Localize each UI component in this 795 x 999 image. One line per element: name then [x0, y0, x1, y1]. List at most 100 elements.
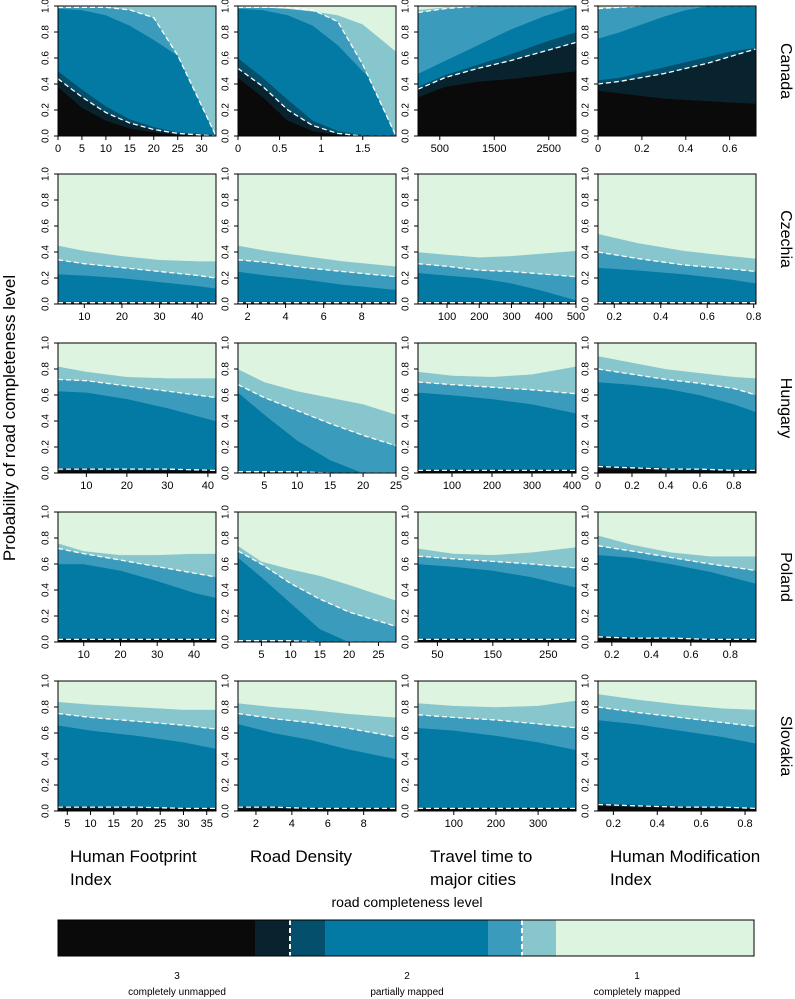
x-tick-label: 15: [124, 143, 136, 155]
y-tick-label: 0.4: [221, 752, 232, 766]
y-tick-label: 0.6: [221, 388, 232, 402]
x-tick-label: 400: [535, 311, 553, 323]
x-axis-slovakia-road-density: 2 4 6 8: [253, 811, 367, 830]
y-tick-label: 0.2: [401, 271, 412, 285]
x-tick-label: 20: [114, 649, 126, 661]
row-label-poland: Poland: [777, 552, 794, 602]
y-tick-label: 0.4: [581, 77, 592, 91]
column-title-line: Index: [610, 870, 652, 889]
y-tick-label: 0.8: [41, 531, 52, 545]
y-tick-label: 0.8: [41, 700, 52, 714]
panel-frame-canada-human-footprint-index: [57, 5, 217, 137]
y-tick-label: 1.0: [581, 505, 592, 519]
y-axis-slovakia-road-density: 0.0 0.2 0.4 0.6 0.8 1.0: [221, 674, 238, 818]
y-tick-label: 0.8: [221, 25, 232, 39]
y-axis-canada-human-modification-index: 0.0 0.2 0.4 0.6 0.8 1.0: [581, 0, 598, 143]
y-tick-label: 0.4: [581, 583, 592, 597]
y-tick-label: 1.0: [401, 336, 412, 350]
cumulative-dashed-line-canada-road-density: [238, 6, 396, 136]
cumulative-dashed-line-slovakia-human-footprint-index: [58, 806, 216, 810]
bands-slovakia-human-modification-index: [598, 681, 756, 811]
x-tick-label: 20: [121, 480, 133, 492]
y-tick-label: 0.2: [41, 778, 52, 792]
panel-hungary-human-modification-index: 0.0 0.2 0.4 0.6 0.8 1.0 0 0.2 0.4 0.6 0.8: [581, 336, 757, 492]
y-tick-label: 0.0: [401, 635, 412, 649]
x-tick-label: 25: [172, 143, 184, 155]
y-tick-label: 1.0: [401, 674, 412, 688]
bands-poland-road-density: [238, 512, 396, 642]
bands-poland-human-footprint-index: [58, 512, 216, 642]
x-tick-label: 1.5: [355, 143, 370, 155]
y-tick-label: 0.6: [581, 726, 592, 740]
y-tick-label: 0.4: [581, 245, 592, 259]
y-tick-label: 0.0: [401, 129, 412, 143]
y-tick-label: 1.0: [41, 505, 52, 519]
x-tick-label: 0.6: [683, 649, 698, 661]
band-7-slovakia-human-modification-index: [598, 681, 756, 710]
y-tick-label: 0.2: [41, 271, 52, 285]
bands-poland-travel-time-to-major-cities: [418, 512, 576, 642]
legend-title: road completeness level: [332, 894, 483, 910]
y-tick-label: 0.8: [221, 362, 232, 376]
cumulative-dashed-line-canada-human-modification-index: [598, 48, 756, 85]
cumulative-dashed-line-hungary-travel-time-to-major-cities: [418, 381, 576, 395]
x-tick-label: 25: [390, 480, 402, 492]
panel-slovakia-human-footprint-index: 0.0 0.2 0.4 0.6 0.8 1.0 5 10 15 20 25 30 35: [41, 674, 217, 830]
x-tick-label: 30: [161, 480, 173, 492]
bands-hungary-road-density: [238, 343, 396, 473]
band-5-canada-human-modification-index: [598, 6, 756, 39]
y-tick-label: 0.4: [41, 77, 52, 91]
x-tick-label: 0.2: [624, 480, 639, 492]
column-title-line: major cities: [430, 870, 516, 889]
x-axis-poland-human-footprint-index: 10 20 30 40: [78, 642, 200, 661]
panel-czechia-human-footprint-index: 0.0 0.2 0.4 0.6 0.8 1.0 10 20 30 40: [41, 167, 217, 323]
cumulative-dashed-line-hungary-human-footprint-index: [58, 468, 216, 472]
x-tick-label: 300: [502, 311, 520, 323]
y-tick-label: 0.0: [41, 804, 52, 818]
bands-czechia-human-footprint-index: [58, 174, 216, 304]
x-axis-canada-road-density: 0 0.5 1 1.5: [235, 136, 370, 155]
y-axis-poland-road-density: 0.0 0.2 0.4 0.6 0.8 1.0: [221, 505, 238, 649]
y-tick-label: 0.2: [221, 103, 232, 117]
band-7-poland-travel-time-to-major-cities: [418, 512, 576, 556]
y-tick-label: 0.8: [401, 700, 412, 714]
y-tick-label: 0.8: [41, 362, 52, 376]
cumulative-dashed-line-poland-human-modification-index: [598, 545, 756, 572]
y-tick-label: 0.2: [41, 103, 52, 117]
y-tick-label: 0.8: [401, 193, 412, 207]
y-axis-canada-human-footprint-index: 0.0 0.2 0.4 0.6 0.8 1.0: [41, 0, 58, 143]
cumulative-dashed-line-canada-travel-time-to-major-cities: [418, 41, 576, 90]
y-tick-label: 0.8: [581, 531, 592, 545]
legend-swatch-2: [255, 920, 290, 956]
cumulative-dashed-line-hungary-human-modification-index: [598, 368, 756, 396]
x-tick-label: 15: [108, 818, 120, 830]
cumulative-dashed-line-hungary-road-density: [238, 384, 396, 447]
panel-czechia-travel-time-to-major-cities: 0.0 0.2 0.4 0.6 0.8 1.0 100 200 300 400 500: [401, 167, 586, 323]
y-tick-label: 1.0: [581, 336, 592, 350]
x-tick-label: 25: [372, 649, 384, 661]
panel-hungary-travel-time-to-major-cities: 0.0 0.2 0.4 0.6 0.8 1.0 100 200 300 400: [401, 336, 582, 492]
x-tick-label: 30: [153, 311, 165, 323]
column-title-line: Travel time to: [430, 847, 532, 866]
band-7-czechia-human-modification-index: [598, 174, 756, 259]
x-tick-label: 200: [487, 818, 505, 830]
y-axis-hungary-human-footprint-index: 0.0 0.2 0.4 0.6 0.8 1.0: [41, 336, 58, 480]
column-title-line: Human Footprint: [70, 847, 197, 866]
legend-swatch-3: [290, 920, 325, 956]
panel-hungary-human-footprint-index: 0.0 0.2 0.4 0.6 0.8 1.0 10 20 30 40: [41, 336, 217, 492]
cumulative-dashed-line-slovakia-human-modification-index: [598, 706, 756, 728]
y-tick-label: 0.0: [581, 635, 592, 649]
row-label-canada: Canada: [777, 43, 794, 99]
y-tick-label: 0.0: [221, 297, 232, 311]
y-tick-label: 0.0: [581, 804, 592, 818]
y-tick-label: 0.2: [401, 778, 412, 792]
x-tick-label: 2: [253, 818, 259, 830]
x-axis-slovakia-human-modification-index: 0.2 0.4 0.6 0.8: [606, 811, 753, 830]
y-tick-label: 0.6: [401, 388, 412, 402]
y-tick-label: 0.6: [581, 388, 592, 402]
x-tick-label: 8: [361, 818, 367, 830]
y-tick-label: 1.0: [41, 0, 52, 13]
y-tick-label: 0.4: [221, 414, 232, 428]
x-tick-label: 10: [78, 311, 90, 323]
